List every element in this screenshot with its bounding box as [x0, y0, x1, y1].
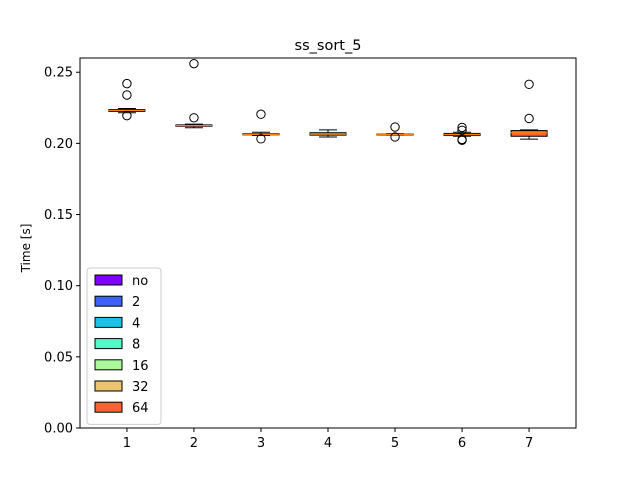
box-plot-2 [175, 58, 213, 129]
box-plot-5 [376, 122, 414, 142]
legend: no 2 4 8 16 32 64 [86, 267, 162, 425]
y-tick-label: 0.20 [44, 137, 73, 152]
legend-label: 4 [132, 316, 140, 331]
outlier-point [524, 113, 534, 124]
outlier-point [122, 78, 132, 89]
box-plot-4 [309, 129, 347, 138]
outlier-point [457, 122, 467, 133]
outlier-point [256, 109, 266, 119]
outlier-point [189, 58, 199, 69]
y-axis-label: Time [s] [19, 224, 33, 274]
legend-swatch [94, 316, 123, 328]
y-tick-label: 0.05 [44, 350, 73, 365]
outlier-point [122, 110, 132, 121]
x-tick-label: 3 [257, 436, 265, 451]
outlier-point [390, 132, 400, 142]
box-plot-7 [510, 79, 548, 140]
outlier-point [189, 113, 199, 123]
x-tick-label: 6 [458, 436, 466, 451]
x-tick-label: 2 [190, 436, 198, 451]
legend-label: 16 [132, 359, 149, 374]
outlier-point [256, 134, 266, 144]
y-tick-label: 0.10 [44, 279, 73, 294]
legend-label: 64 [132, 401, 149, 416]
box-plot-1 [108, 78, 146, 121]
y-tick-label: 0.25 [44, 66, 73, 81]
legend-label: 2 [132, 295, 140, 310]
legend-label: no [132, 274, 148, 289]
legend-swatch [94, 380, 123, 392]
legend-swatch [94, 338, 123, 350]
outlier-point [390, 122, 400, 132]
box-body [510, 130, 548, 137]
legend-label: 32 [132, 380, 149, 395]
chart-title: ss_sort_5 [295, 38, 362, 54]
outlier-point [122, 90, 132, 100]
plot-area: 0.00 0.05 0.10 0.15 0.20 0.25 1 2 3 4 5 6 7 no 2 4 8 16 32… [44, 57, 577, 451]
outlier-point [457, 125, 467, 135]
legend-swatch [94, 401, 123, 413]
box-plot-3 [242, 109, 280, 144]
x-tick-label: 4 [324, 436, 332, 451]
outlier-point [524, 79, 534, 90]
outlier-point [457, 135, 467, 145]
legend-swatch [94, 359, 123, 371]
x-tick-label: 1 [123, 436, 131, 451]
y-tick-label: 0.00 [44, 422, 73, 437]
x-tick-label: 5 [391, 436, 399, 451]
legend-swatch [94, 295, 123, 307]
legend-swatch [94, 274, 123, 286]
y-tick-label: 0.15 [44, 208, 73, 223]
legend-label: 8 [132, 338, 140, 353]
x-tick-label: 7 [525, 436, 533, 451]
box-plot-6 [443, 122, 481, 145]
